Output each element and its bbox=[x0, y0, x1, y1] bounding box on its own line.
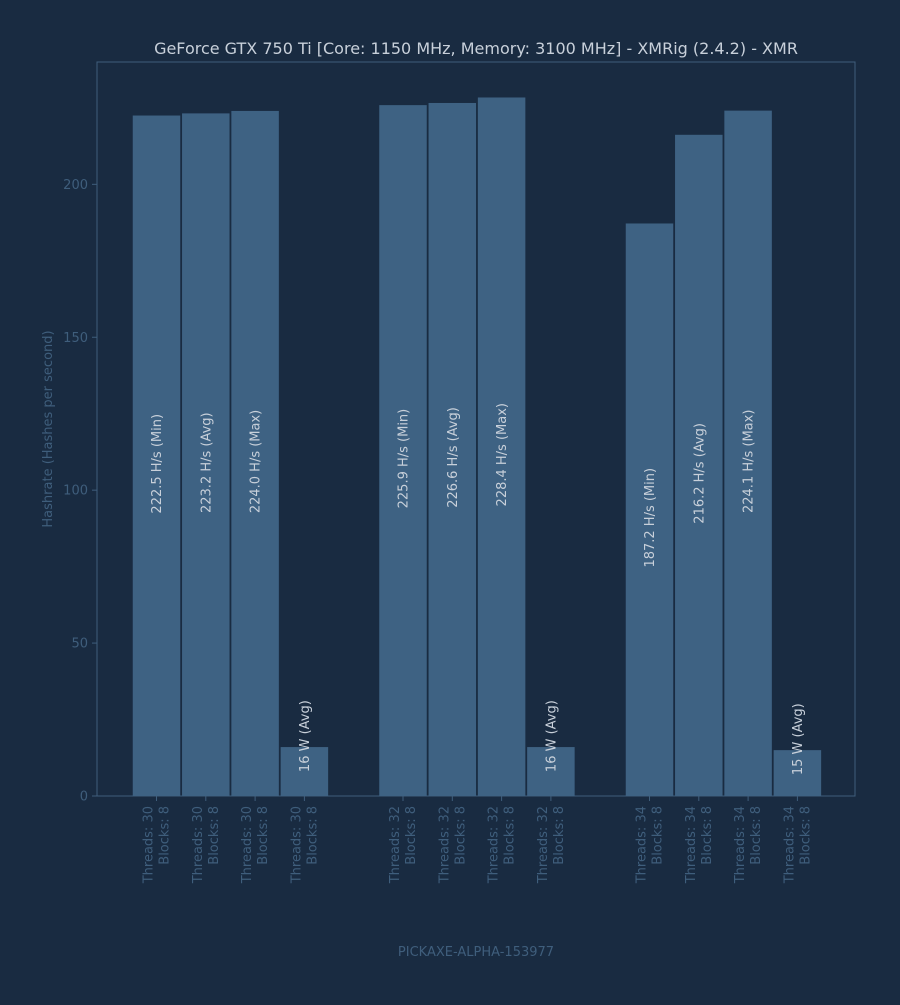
x-tick-label: Threads: 34Blocks: 8 bbox=[684, 806, 715, 884]
bar bbox=[132, 115, 181, 797]
bar-value-label: 228.4 H/s (Max) bbox=[495, 403, 510, 506]
x-tick-label: Threads: 32Blocks: 8 bbox=[437, 806, 468, 884]
bar-value-label: 226.6 H/s (Avg) bbox=[446, 407, 461, 508]
x-tick-label: Threads: 32Blocks: 8 bbox=[388, 806, 419, 884]
y-tick-label: 200 bbox=[63, 178, 88, 193]
bar bbox=[675, 134, 723, 796]
y-axis: 0 50 100 150 200 bbox=[63, 178, 97, 805]
bar bbox=[477, 97, 526, 796]
y-tick-label: 50 bbox=[71, 637, 88, 652]
bar-value-label: 225.9 H/s (Min) bbox=[397, 409, 412, 509]
y-tick-label: 150 bbox=[63, 331, 88, 346]
x-tick-label: Threads: 30Blocks: 8 bbox=[289, 806, 320, 884]
x-tick-label: Threads: 32Blocks: 8 bbox=[536, 806, 567, 884]
x-tick-label: Threads: 30Blocks: 8 bbox=[191, 806, 222, 884]
bar bbox=[182, 113, 230, 796]
x-tick-label: Threads: 30Blocks: 8 bbox=[240, 806, 271, 884]
x-tick-label: Threads: 34Blocks: 8 bbox=[733, 806, 764, 884]
x-tick-label: Threads: 34Blocks: 8 bbox=[782, 806, 813, 884]
bar bbox=[428, 102, 477, 796]
y-tick-label: 100 bbox=[63, 484, 88, 499]
bar-value-label: 16 W (Avg) bbox=[298, 700, 313, 772]
bar-value-label: 15 W (Avg) bbox=[791, 703, 806, 775]
bar bbox=[280, 747, 329, 796]
bar bbox=[379, 105, 427, 796]
bar-value-label: 224.0 H/s (Max) bbox=[249, 410, 264, 513]
x-tick-label: Threads: 30Blocks: 8 bbox=[142, 806, 173, 884]
y-tick-label: 0 bbox=[80, 790, 88, 805]
bar-value-label: 216.2 H/s (Avg) bbox=[692, 423, 707, 524]
bars-layer: 222.5 H/s (Min) 223.2 H/s (Avg) 224.0 H/s … bbox=[132, 97, 822, 797]
bar-value-label: 16 W (Avg) bbox=[544, 700, 559, 772]
bar bbox=[527, 747, 575, 796]
bar-value-label: 187.2 H/s (Min) bbox=[643, 468, 658, 568]
x-tick-label: Threads: 32Blocks: 8 bbox=[487, 806, 518, 884]
x-axis: Threads: 30Blocks: 8 Threads: 30Blocks: 8… bbox=[142, 796, 813, 884]
bar-value-label: 224.1 H/s (Max) bbox=[742, 410, 757, 513]
x-tick-label: Threads: 34Blocks: 8 bbox=[635, 806, 666, 884]
bar bbox=[724, 110, 772, 796]
bar bbox=[773, 750, 822, 796]
chart-title: GeForce GTX 750 Ti [Core: 1150 MHz, Memo… bbox=[154, 39, 798, 58]
bar-value-label: 223.2 H/s (Avg) bbox=[199, 412, 214, 513]
bar bbox=[231, 110, 279, 796]
y-axis-label: Hashrate (Hashes per second) bbox=[41, 330, 56, 527]
x-axis-label: PICKAXE-ALPHA-153977 bbox=[398, 945, 554, 960]
bar bbox=[625, 223, 674, 797]
bar-value-label: 222.5 H/s (Min) bbox=[150, 414, 165, 514]
